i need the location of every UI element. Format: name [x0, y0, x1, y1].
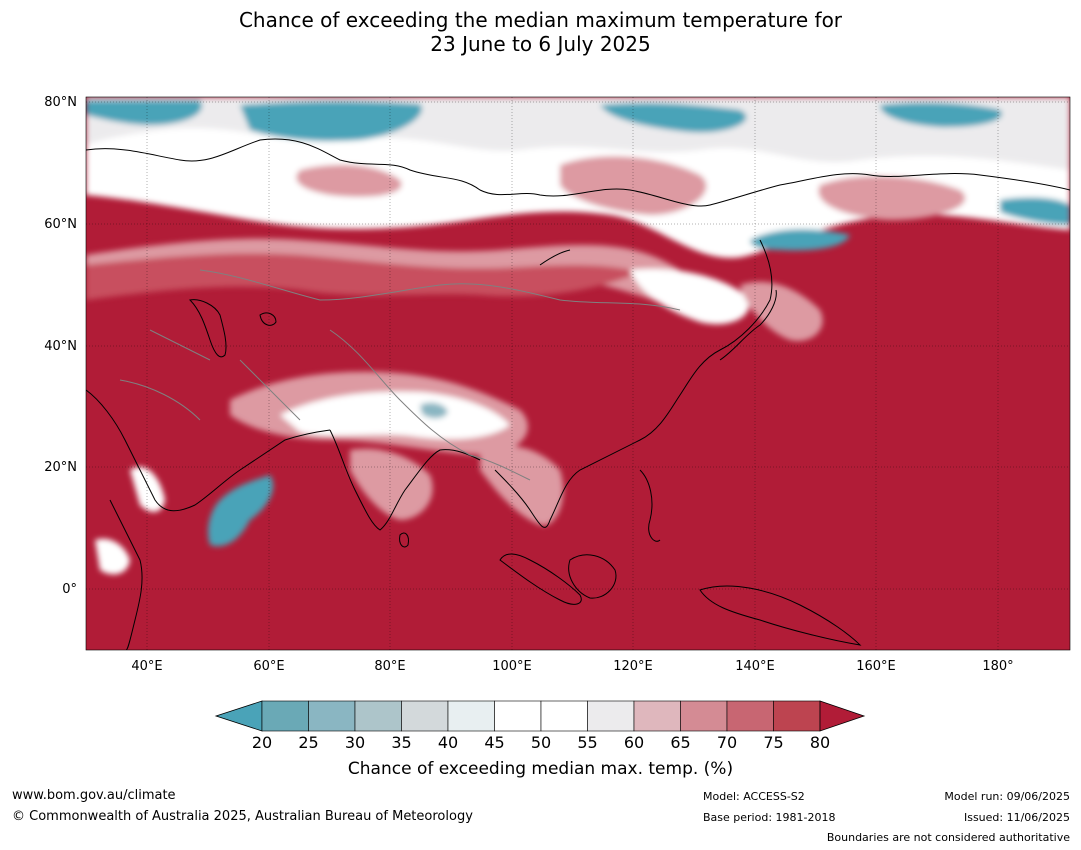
region-moderate-high-west [296, 164, 402, 197]
coastline-india [329, 429, 481, 531]
website-link[interactable]: www.bom.gov.au/climate [12, 788, 176, 803]
colorbar-segment [401, 700, 449, 732]
probability-fields [86, 97, 1070, 575]
coastline-baikal [539, 249, 571, 266]
colorbar-segment [633, 700, 681, 732]
coastline-new-guinea [699, 585, 862, 646]
region-moderate-high-east [818, 175, 966, 220]
model-run-text: Model run: 09/06/2025 [944, 790, 1070, 803]
colorbar [214, 700, 866, 732]
colorbar-extend-low [214, 700, 263, 732]
coastline-aral [259, 312, 277, 326]
coastline-pacific [494, 239, 773, 528]
map-title-line2: 23 June to 6 July 2025 [430, 32, 651, 56]
colorbar-tick-label: 35 [391, 733, 412, 752]
region-very-low-barents [240, 101, 422, 142]
copyright-text: © Commonwealth of Australia 2025, Austra… [12, 809, 473, 824]
lon-label-140e: 140°E [735, 659, 775, 674]
region-very-low-arabian-sea [208, 475, 274, 547]
region-very-low-arctic-west [86, 100, 202, 125]
map-title-line1: Chance of exceeding the median maximum t… [238, 8, 843, 32]
coastline-sri-lanka [399, 532, 409, 548]
colorbar-label: Chance of exceeding median max. temp. (%… [347, 759, 734, 779]
colorbar-segment [540, 700, 588, 732]
lat-label-80n: 80°N [44, 95, 77, 110]
map-title: Chance of exceeding the median maximum t… [0, 8, 1081, 56]
colorbar-tick-label: 60 [623, 733, 645, 752]
colorbar-tick-label: 45 [484, 733, 505, 752]
lat-label-40n: 40°N [44, 339, 77, 354]
issued-text: Issued: 11/06/2025 [963, 811, 1070, 824]
lon-label-60e: 60°E [253, 659, 285, 674]
colorbar-tick-label: 65 [670, 733, 691, 752]
coastline-sumatra [499, 553, 582, 605]
colorbar-extend-high [819, 700, 866, 732]
colorbar-tick-label: 40 [437, 733, 459, 752]
colorbar-tick-label: 80 [809, 733, 831, 752]
lon-label-180: 180° [982, 659, 1014, 674]
colorbar-tick-label: 70 [716, 733, 738, 752]
coastline-philippines [639, 469, 661, 542]
lat-label-60n: 60°N [44, 217, 77, 232]
region-high-central [86, 253, 640, 300]
colorbar-segment [587, 700, 635, 732]
colorbar-segment [354, 700, 402, 732]
region-very-low-arctic-central [600, 102, 747, 133]
coastline-arctic [86, 138, 1070, 207]
colorbar-tick-label: 75 [763, 733, 784, 752]
colorbar-segment [494, 700, 542, 732]
lon-label-80e: 80°E [374, 659, 406, 674]
model-text: Model: ACCESS-S2 [703, 790, 805, 803]
region-neutral-arabia [130, 466, 165, 512]
lon-label-40e: 40°E [131, 659, 163, 674]
disclaimer-text: Boundaries are not considered authoritat… [826, 831, 1070, 844]
region-very-low-okhotsk [750, 229, 850, 251]
coastlines [86, 138, 1070, 650]
region-moderate-high-ne-asia [740, 281, 823, 341]
region-neutral-africa [95, 538, 130, 575]
lon-label-100e: 100°E [492, 659, 532, 674]
colorbar-segment [447, 700, 495, 732]
colorbar-segment [773, 700, 821, 732]
coastline-caspian [188, 299, 227, 358]
region-moderate-high-india [350, 448, 433, 520]
lon-label-120e: 120°E [613, 659, 653, 674]
coastline-africa [109, 499, 143, 650]
region-very-low-chukchi [1000, 197, 1070, 225]
map-plot-area [86, 97, 1070, 650]
colorbar-tick-label: 55 [577, 733, 598, 752]
region-neutral-asia-east [630, 268, 749, 325]
colorbar-segment [308, 700, 356, 732]
lon-label-160e: 160°E [856, 659, 896, 674]
colorbar-segment [680, 700, 728, 732]
map-frame [85, 96, 1071, 651]
region-neutral-tibet [280, 391, 510, 440]
colorbar-segment [261, 700, 309, 732]
region-very-low-arctic-east [880, 102, 1002, 128]
coastline-arabia [86, 389, 331, 512]
colorbar-segment [726, 700, 774, 732]
base-period-text: Base period: 1981-2018 [703, 811, 836, 824]
lat-label-0: 0° [62, 582, 77, 597]
colorbar-tick-label: 20 [251, 733, 273, 752]
lat-label-20n: 20°N [44, 460, 77, 475]
region-low-tibet [420, 402, 448, 419]
colorbar-tick-label: 25 [298, 733, 319, 752]
coastline-japan [719, 289, 777, 361]
graticule [86, 97, 1070, 650]
colorbar-tick-label: 30 [344, 733, 366, 752]
colorbar-tick-label: 50 [530, 733, 552, 752]
country-borders [119, 269, 681, 481]
coastline-borneo [568, 554, 617, 599]
